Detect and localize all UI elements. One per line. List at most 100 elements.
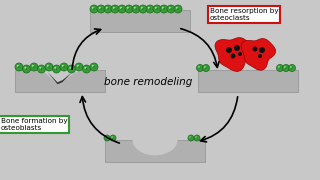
Circle shape: [155, 7, 157, 9]
Circle shape: [100, 8, 102, 10]
Circle shape: [97, 5, 105, 13]
Circle shape: [167, 5, 175, 13]
Polygon shape: [132, 140, 178, 155]
Circle shape: [127, 7, 129, 9]
Polygon shape: [90, 10, 190, 32]
Circle shape: [118, 5, 126, 13]
Text: Bone formation by
osteoblasts: Bone formation by osteoblasts: [1, 118, 68, 131]
Circle shape: [198, 66, 200, 68]
Circle shape: [30, 63, 38, 71]
Circle shape: [39, 67, 41, 69]
Circle shape: [276, 64, 284, 71]
Circle shape: [188, 135, 194, 141]
Circle shape: [189, 136, 191, 138]
Circle shape: [169, 7, 171, 9]
Circle shape: [205, 67, 207, 69]
Circle shape: [121, 8, 123, 10]
Circle shape: [68, 65, 76, 73]
Circle shape: [153, 5, 161, 13]
Circle shape: [26, 68, 27, 70]
Circle shape: [90, 63, 98, 71]
Circle shape: [258, 54, 262, 58]
Polygon shape: [105, 140, 205, 162]
Circle shape: [32, 65, 34, 67]
Circle shape: [134, 7, 136, 9]
Circle shape: [107, 138, 108, 139]
Circle shape: [238, 52, 242, 56]
Circle shape: [146, 5, 154, 13]
Circle shape: [289, 64, 295, 71]
Text: bone remodeling: bone remodeling: [104, 77, 192, 87]
Circle shape: [252, 46, 258, 51]
Circle shape: [149, 8, 151, 10]
Circle shape: [83, 65, 91, 73]
Circle shape: [112, 138, 114, 139]
Circle shape: [22, 65, 30, 73]
Circle shape: [125, 5, 133, 13]
Circle shape: [90, 5, 98, 13]
Circle shape: [203, 64, 210, 71]
Circle shape: [170, 8, 172, 10]
Circle shape: [285, 67, 287, 69]
Circle shape: [105, 136, 107, 138]
Circle shape: [174, 5, 182, 13]
Circle shape: [62, 65, 64, 67]
Circle shape: [148, 7, 150, 9]
Circle shape: [226, 47, 232, 53]
Circle shape: [24, 67, 26, 69]
Polygon shape: [241, 39, 276, 70]
Circle shape: [104, 5, 112, 13]
Polygon shape: [35, 70, 85, 84]
Circle shape: [162, 7, 164, 9]
Circle shape: [111, 136, 113, 138]
Circle shape: [284, 66, 286, 68]
Circle shape: [48, 66, 50, 68]
Circle shape: [113, 7, 115, 9]
Circle shape: [52, 65, 60, 73]
Circle shape: [106, 7, 108, 9]
Circle shape: [99, 7, 101, 9]
Circle shape: [60, 63, 68, 71]
Circle shape: [194, 135, 200, 141]
Circle shape: [107, 8, 109, 10]
Text: Bone resorption by
osteoclasts: Bone resorption by osteoclasts: [210, 8, 279, 21]
Circle shape: [33, 66, 35, 68]
Circle shape: [279, 67, 281, 69]
Circle shape: [41, 68, 42, 70]
Circle shape: [18, 66, 20, 68]
Circle shape: [128, 8, 130, 10]
Circle shape: [47, 65, 49, 67]
Circle shape: [199, 67, 201, 69]
Polygon shape: [15, 70, 105, 92]
Circle shape: [45, 63, 53, 71]
Circle shape: [75, 63, 83, 71]
Circle shape: [290, 66, 292, 68]
Circle shape: [92, 7, 94, 9]
Circle shape: [110, 135, 116, 141]
Circle shape: [278, 66, 280, 68]
Circle shape: [195, 136, 197, 138]
Circle shape: [15, 63, 23, 71]
Circle shape: [111, 5, 119, 13]
Circle shape: [54, 67, 56, 69]
Circle shape: [283, 64, 290, 71]
Circle shape: [86, 68, 87, 70]
Circle shape: [139, 5, 147, 13]
Circle shape: [190, 138, 192, 139]
Circle shape: [77, 65, 79, 67]
Circle shape: [78, 66, 80, 68]
Polygon shape: [215, 38, 254, 71]
Circle shape: [17, 65, 19, 67]
Circle shape: [69, 67, 71, 69]
Circle shape: [234, 45, 240, 51]
Circle shape: [204, 66, 206, 68]
Circle shape: [93, 66, 95, 68]
Circle shape: [120, 7, 122, 9]
Circle shape: [71, 68, 72, 70]
Circle shape: [93, 8, 95, 10]
Circle shape: [259, 47, 265, 53]
Circle shape: [84, 67, 86, 69]
Polygon shape: [48, 72, 72, 84]
Circle shape: [177, 8, 179, 10]
Circle shape: [37, 65, 45, 73]
